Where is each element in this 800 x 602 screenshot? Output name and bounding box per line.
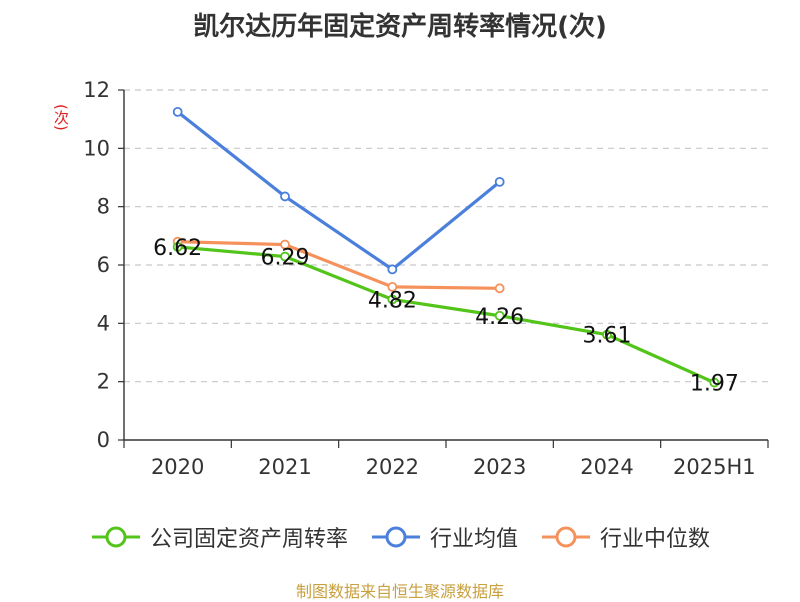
series-0-point-5	[709, 377, 720, 388]
data-label-1: 6.29	[261, 246, 310, 271]
legend-label-industry-mean: 行业均值	[429, 527, 518, 552]
series-line-1	[176, 110, 501, 271]
y-tick-label-0: 0	[97, 428, 110, 452]
line-chart: 0 2 4 6 8 10 12 2020 2021 2022 2023 2024 2025H1 6.62…	[83, 78, 769, 479]
x-tick-label-4: 2024	[580, 455, 633, 479]
series-1-point-0	[172, 106, 183, 117]
source-note: 制图数据来自恒生聚源数据库	[295, 582, 504, 601]
y-tick-label-6: 12	[83, 78, 110, 102]
legend-marker-company	[91, 526, 140, 548]
x-tick-label-1: 2021	[258, 455, 311, 479]
series-0-point-2	[387, 294, 398, 305]
x-tick-label-2: 2022	[366, 455, 419, 479]
y-tick-label-3: 6	[97, 253, 110, 277]
x-tick-label-0: 2020	[151, 455, 204, 479]
series-1-point-3	[494, 176, 505, 187]
y-tick-label-4: 8	[97, 195, 110, 219]
axis-layer: 0 2 4 6 8 10 12 2020 2021 2022 2023 2024 2025H1	[83, 78, 769, 479]
series-0-point-1	[280, 251, 290, 262]
data-label-4: 3.61	[583, 324, 632, 349]
legend-label-industry-median: 行业中位数	[600, 527, 711, 552]
label-layer: 6.62 6.29 4.82 4.26 3.61 1.97	[153, 236, 739, 397]
series-2-point-1	[280, 239, 290, 250]
series-2-point-3	[494, 283, 505, 294]
legend-item-industry-mean[interactable]: 行业均值	[370, 521, 518, 553]
data-label-5: 1.97	[690, 372, 739, 397]
chart-title: 凯尔达历年固定资产周转率情况(次)	[193, 12, 607, 42]
y-tick-label-5: 10	[83, 136, 110, 160]
x-tick-label-3: 2023	[473, 455, 526, 479]
data-label-3: 4.26	[475, 305, 524, 330]
series-line-0	[177, 245, 715, 385]
series-2-point-2	[387, 281, 398, 292]
legend-marker-industry-mean	[371, 526, 420, 548]
legend: 公司固定资产周转率 行业均值 行业中位数	[0, 520, 800, 554]
legend-item-company[interactable]: 公司固定资产周转率	[90, 521, 348, 553]
y-tick-label-1: 2	[97, 370, 110, 394]
series-0-point-0	[172, 242, 183, 252]
series-0-point-3	[494, 310, 505, 321]
data-label-2: 4.82	[368, 288, 417, 313]
legend-item-industry-median[interactable]: 行业中位数	[540, 521, 710, 553]
data-label-0: 6.62	[153, 236, 202, 261]
legend-label-company: 公司固定资产周转率	[149, 527, 348, 552]
series-layer	[172, 106, 720, 388]
series-1-point-1	[280, 191, 290, 202]
grid-layer	[124, 89, 768, 383]
series-line-2	[177, 240, 500, 290]
legend-marker-industry-median	[542, 526, 590, 548]
series-1-point-2	[387, 264, 398, 275]
x-tick-label-5: 2025H1	[673, 455, 756, 479]
y-tick-label-2: 4	[97, 311, 110, 335]
y-axis-unit: (次)	[52, 104, 70, 131]
series-0-point-4	[602, 329, 612, 340]
